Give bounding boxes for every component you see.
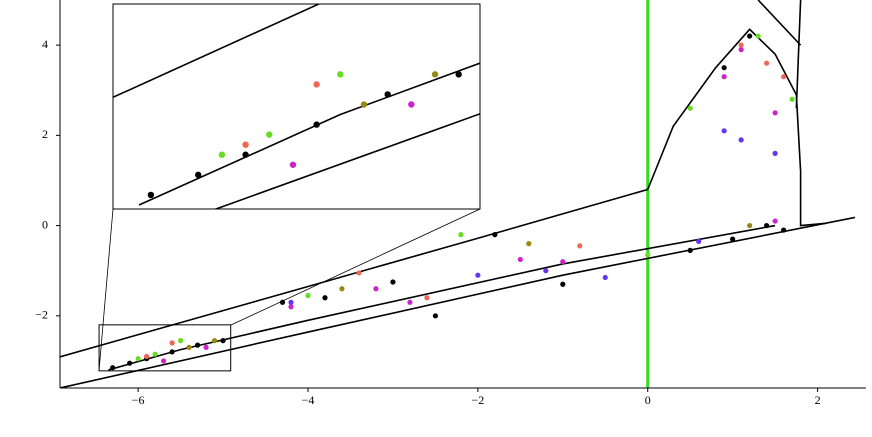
curve: [757, 0, 802, 46]
curve: [138, 62, 480, 206]
y-tick-label: 0: [42, 217, 48, 231]
point: [517, 256, 523, 263]
x-tick-label: −6: [132, 393, 145, 407]
point: [755, 33, 761, 39]
connector: [98, 208, 114, 372]
point: [687, 247, 693, 253]
point: [772, 110, 778, 116]
point: [360, 101, 368, 108]
curve: [60, 216, 856, 388]
point: [432, 313, 438, 319]
curve: [795, 0, 802, 109]
point: [721, 128, 727, 134]
point: [305, 292, 311, 299]
x-tick-label: −2: [471, 393, 484, 407]
point: [242, 141, 249, 148]
point: [560, 259, 566, 265]
zoom-box: [98, 324, 232, 372]
x-tick-label: −4: [302, 393, 315, 407]
point: [492, 232, 498, 238]
point: [738, 47, 744, 53]
point: [730, 236, 736, 242]
point: [161, 358, 167, 364]
point: [313, 81, 320, 88]
inset-plot: [113, 4, 480, 209]
point: [211, 338, 218, 344]
point: [772, 218, 778, 224]
point: [781, 227, 787, 233]
point: [147, 191, 155, 199]
curve: [646, 28, 827, 227]
point: [169, 340, 175, 346]
y-tick-label: 4: [42, 37, 48, 51]
point: [577, 243, 583, 249]
point: [110, 365, 116, 371]
connector: [230, 208, 481, 326]
point: [696, 238, 702, 244]
point: [721, 74, 727, 80]
y-tick-label: 2: [42, 127, 48, 141]
point: [288, 299, 294, 305]
point: [560, 281, 566, 287]
point: [431, 71, 439, 78]
point: [390, 279, 396, 285]
inset-frame: [112, 3, 481, 210]
point: [384, 91, 391, 98]
point: [178, 338, 184, 344]
point: [738, 42, 744, 48]
curve: [213, 112, 480, 209]
point: [356, 270, 362, 276]
point: [475, 272, 481, 278]
point: [747, 222, 753, 229]
point: [339, 286, 345, 292]
point: [169, 349, 175, 355]
point: [195, 171, 202, 179]
point: [144, 353, 150, 360]
point: [407, 299, 413, 305]
point: [152, 351, 158, 357]
point: [242, 151, 249, 158]
point: [279, 299, 286, 305]
point: [738, 137, 744, 143]
point: [455, 71, 462, 78]
point: [645, 252, 651, 258]
point: [135, 356, 141, 362]
point: [313, 121, 320, 128]
point: [203, 344, 209, 350]
plot-area: [60, 0, 856, 388]
point: [764, 222, 770, 229]
point: [424, 295, 430, 301]
point: [721, 65, 727, 71]
point: [543, 268, 549, 274]
curve: [108, 224, 776, 371]
point: [781, 74, 787, 80]
point: [789, 96, 795, 102]
point: [408, 101, 415, 108]
point: [764, 60, 770, 66]
point: [373, 286, 379, 292]
point: [687, 105, 693, 111]
point: [322, 295, 328, 301]
point: [602, 274, 608, 281]
point: [337, 71, 344, 78]
point: [194, 342, 201, 348]
point: [220, 338, 226, 344]
point: [288, 304, 294, 310]
point: [186, 344, 192, 350]
y-tick-label: −2: [35, 308, 48, 322]
point: [458, 232, 464, 238]
point: [526, 241, 532, 247]
curve: [60, 188, 648, 358]
point: [772, 150, 778, 156]
point: [747, 33, 753, 39]
point: [266, 131, 273, 138]
point: [289, 161, 297, 168]
x-tick-label: 2: [815, 393, 821, 407]
point: [218, 151, 226, 158]
point: [127, 360, 133, 366]
x-tick-label: 0: [645, 393, 651, 407]
